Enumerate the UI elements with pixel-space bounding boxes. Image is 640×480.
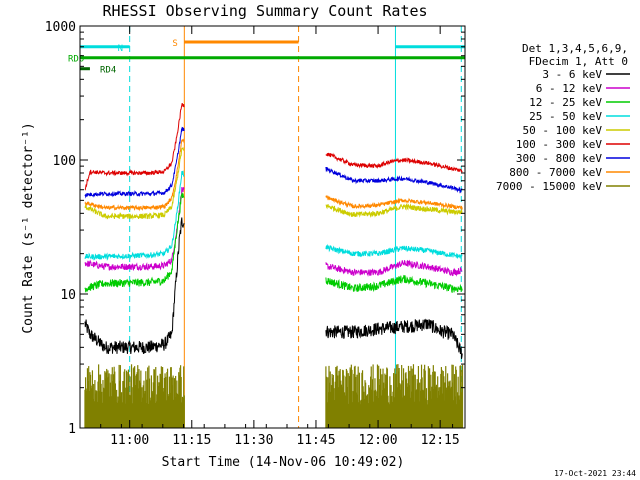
flag-label-1: RD4	[100, 66, 116, 76]
series-line	[84, 138, 185, 212]
x-tick-label-1: 11:15	[172, 433, 211, 448]
y-tick-label-1: 10	[60, 288, 76, 303]
legend-label-4: 50 - 100 keV	[523, 124, 603, 137]
legend: Det 1,3,4,5,6,9,FDecim 1, Att 03 - 6 keV…	[496, 42, 630, 193]
y-axis-label: Count Rate (s⁻¹ detector⁻¹)	[21, 122, 36, 333]
y-tick-label-2: 100	[53, 154, 76, 169]
legend-label-6: 300 - 800 keV	[516, 152, 602, 165]
series-line	[325, 152, 463, 173]
x-tick-label-4: 12:00	[358, 433, 397, 448]
series-line	[84, 186, 185, 271]
legend-label-3: 25 - 50 keV	[529, 110, 602, 123]
series-line	[325, 166, 463, 194]
series-5	[84, 102, 463, 191]
legend-label-0: 3 - 6 keV	[542, 68, 602, 81]
series-8	[84, 364, 464, 428]
flag-label-2: N	[118, 44, 123, 54]
axes: 11:00 11:15 11:30 11:45 12:00 12:15 1 10 100 1000	[45, 20, 466, 448]
series-line	[84, 217, 185, 355]
chart-title: RHESSI Observing Summary Count Rates	[102, 2, 427, 20]
series-line	[84, 102, 185, 191]
legend-label-2: 12 - 25 keV	[529, 96, 602, 109]
series-2	[84, 192, 463, 293]
series-line	[325, 259, 463, 277]
series-line	[325, 203, 463, 218]
series-6	[84, 126, 463, 199]
flag-label-4: S	[172, 39, 177, 49]
series-line	[325, 318, 463, 359]
legend-label-8: 7000 - 15000 keV	[496, 180, 602, 193]
y-tick-label-3: 1000	[45, 20, 76, 35]
series-7	[84, 138, 463, 212]
footer-timestamp: 17-Oct-2021 23:44	[554, 469, 636, 478]
series-1	[84, 186, 463, 277]
legend-label-7: 800 - 7000 keV	[509, 166, 602, 179]
legend-label-1: 6 - 12 keV	[536, 82, 603, 95]
flag-label-0: RD0	[68, 55, 84, 65]
series-line	[325, 274, 463, 293]
plot-area: RD0 RD4 N S	[68, 26, 465, 428]
x-tick-label-3: 11:45	[296, 433, 335, 448]
x-axis-label: Start Time (14-Nov-06 10:49:02)	[162, 455, 405, 470]
legend-label-5: 100 - 300 keV	[516, 138, 602, 151]
series-line	[84, 170, 185, 261]
x-tick-label-2: 11:30	[234, 433, 273, 448]
series-line	[84, 126, 185, 199]
series-line	[84, 147, 185, 220]
legend-header-1: FDecim 1, Att 0	[529, 55, 628, 68]
series-line	[325, 194, 463, 210]
series-0	[84, 217, 463, 359]
series-line	[84, 192, 185, 293]
y-tick-label-0: 1	[68, 422, 76, 437]
legend-header-0: Det 1,3,4,5,6,9,	[522, 42, 628, 55]
series-3	[84, 170, 463, 261]
x-tick-label-5: 12:15	[421, 433, 460, 448]
plot-frame	[79, 25, 466, 429]
x-tick-label-0: 11:00	[110, 433, 149, 448]
series-line	[325, 243, 463, 259]
series-4	[84, 147, 463, 220]
